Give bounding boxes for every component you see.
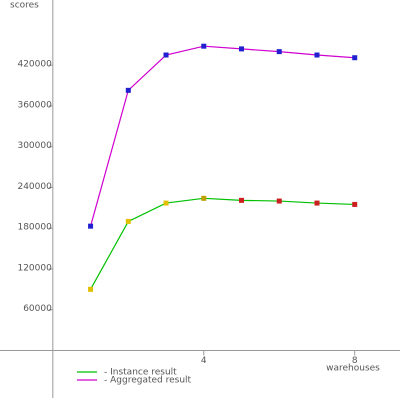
data-point — [88, 223, 94, 229]
data-point — [125, 218, 131, 224]
data-point — [352, 201, 358, 207]
y-axis-label: scores — [10, 1, 39, 11]
data-point — [201, 195, 207, 201]
series-line — [90, 197, 355, 290]
data-point — [88, 286, 94, 292]
y-tick-label: 360000 — [17, 100, 52, 110]
y-tick-label: 420000 — [17, 60, 52, 70]
data-point — [239, 197, 245, 203]
x-tick-label: 4 — [201, 356, 207, 366]
legend-label: - Aggregated result — [104, 376, 192, 386]
data-point — [314, 52, 320, 58]
data-point — [163, 52, 169, 58]
data-point — [239, 46, 245, 52]
data-point — [276, 49, 282, 55]
x-tick-label: 8 — [352, 356, 358, 366]
data-point — [314, 200, 320, 206]
y-tick-label: 60000 — [23, 304, 52, 314]
data-point — [163, 200, 169, 206]
y-tick-label: 240000 — [17, 182, 52, 192]
y-tick-label: 300000 — [17, 141, 52, 151]
data-point — [276, 198, 282, 204]
legend-label: - Instance result — [104, 368, 177, 378]
x-axis-label: warehouses — [326, 364, 380, 374]
data-point — [125, 87, 131, 93]
data-point — [201, 43, 207, 49]
series-line — [89, 45, 355, 227]
y-tick-label: 180000 — [17, 223, 52, 233]
y-tick-label: 120000 — [17, 263, 52, 273]
data-point — [352, 55, 358, 61]
